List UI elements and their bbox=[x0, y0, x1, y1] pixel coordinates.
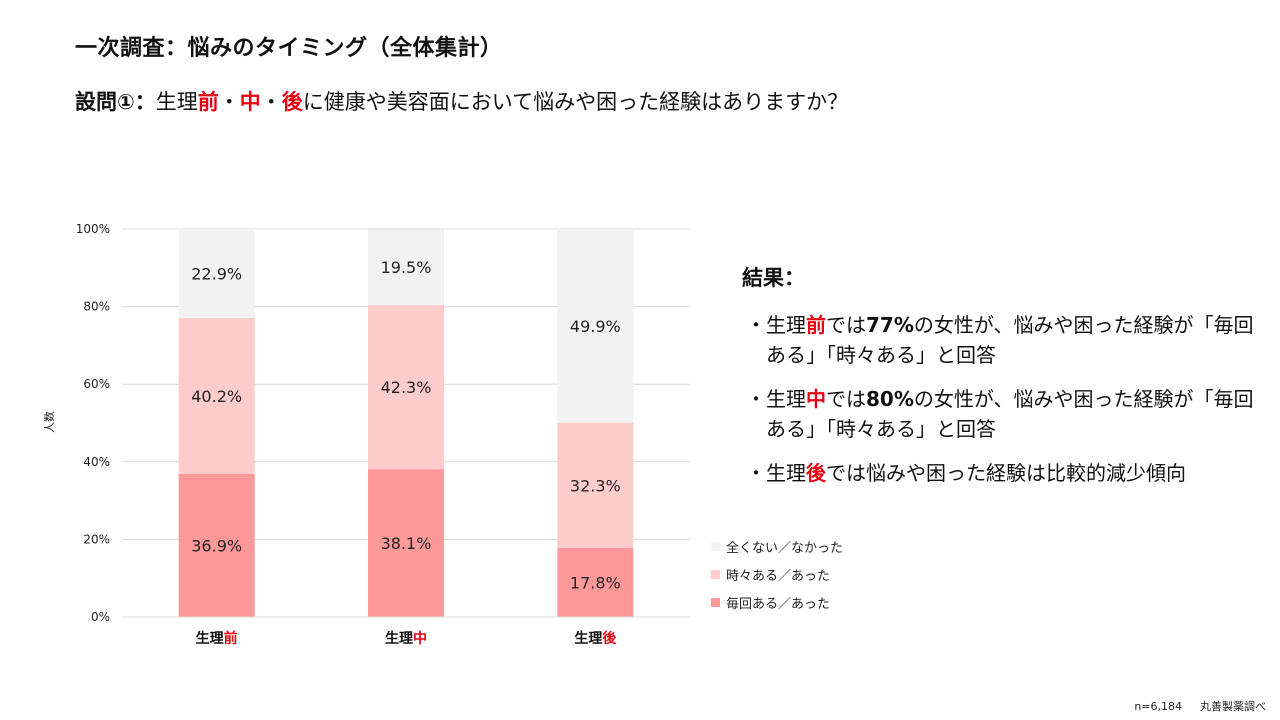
x-category-suffix: 前 bbox=[224, 630, 238, 647]
x-category-prefix: 生理 bbox=[385, 630, 413, 647]
y-tick-label: 40% bbox=[83, 455, 110, 469]
result-mid: では bbox=[826, 313, 866, 337]
x-category-label: 生理中 bbox=[385, 630, 427, 647]
x-category-prefix: 生理 bbox=[196, 630, 224, 647]
stacked-bar-chart: 0%20%40%60%80%100%人数36.9%40.2%22.9%生理前38… bbox=[43, 222, 690, 647]
sample-size: n=6,184 bbox=[1134, 700, 1182, 713]
bar-segment bbox=[557, 229, 634, 423]
result-text: の女性が、悩みや困った経験が「毎回ある」「時々ある」と回答 bbox=[766, 313, 1254, 367]
question-text: 設問①：生理前・中・後に健康や美容面において悩みや困った経験はありますか？ bbox=[75, 86, 848, 116]
bullet-icon: ・ bbox=[746, 461, 766, 485]
result-item: ・生理後では悩みや困った経験は比較的減少傾向 bbox=[742, 458, 1272, 488]
result-mid: では bbox=[826, 387, 866, 411]
y-tick-label: 20% bbox=[83, 532, 110, 546]
legend-item-sometimes: 時々ある／あった bbox=[711, 560, 843, 588]
bullet-icon: ・ bbox=[746, 387, 766, 411]
bar-segment bbox=[368, 229, 444, 306]
result-item: ・生理中では80%の女性が、悩みや困った経験が「毎回ある」「時々ある」と回答 bbox=[742, 384, 1272, 444]
bar-segment bbox=[178, 229, 255, 318]
bar-segment bbox=[368, 469, 444, 617]
legend-swatch bbox=[711, 569, 720, 579]
x-category-label: 生理前 bbox=[196, 630, 238, 647]
data-label: 40.2% bbox=[191, 387, 242, 406]
legend-item-never: 全くない／なかった bbox=[711, 532, 843, 560]
legend-label: 毎回ある／あった bbox=[726, 596, 831, 612]
y-tick-label: 100% bbox=[76, 222, 110, 236]
result-text: 悩みや困った経験は比較的減少傾向 bbox=[866, 461, 1186, 485]
data-label: 36.9% bbox=[191, 536, 242, 555]
data-label: 38.1% bbox=[381, 534, 432, 553]
chart-legend: 全くない／なかった 時々ある／あった 毎回ある／あった bbox=[711, 532, 843, 616]
result-prefix: 生理 bbox=[766, 387, 806, 411]
question-timing-after: 後 bbox=[281, 90, 303, 114]
x-category-label: 生理後 bbox=[574, 630, 617, 647]
result-item: ・生理前では77%の女性が、悩みや困った経験が「毎回ある」「時々ある」と回答 bbox=[742, 310, 1272, 370]
result-timing: 後 bbox=[806, 461, 826, 485]
bar-segment bbox=[178, 317, 255, 474]
data-label: 19.5% bbox=[381, 258, 432, 277]
bar-segment bbox=[178, 473, 255, 617]
data-label: 17.8% bbox=[570, 573, 621, 592]
result-timing: 前 bbox=[806, 313, 826, 337]
data-label: 22.9% bbox=[191, 264, 242, 283]
legend-label: 全くない／なかった bbox=[726, 540, 844, 556]
result-timing: 中 bbox=[806, 387, 826, 411]
bar-segment bbox=[557, 422, 634, 548]
x-category-suffix: 中 bbox=[413, 630, 427, 647]
question-lead: 設問①： bbox=[75, 90, 156, 114]
y-tick-label: 80% bbox=[83, 300, 110, 314]
bar-segment bbox=[368, 305, 444, 470]
question-prefix: 生理 bbox=[155, 90, 198, 114]
question-timing-during: 中 bbox=[239, 90, 261, 114]
page-title: 一次調査：悩みのタイミング（全体集計） bbox=[75, 36, 503, 61]
results-heading: 結果： bbox=[742, 266, 805, 290]
source-credit: 丸善製薬調べ bbox=[1200, 700, 1266, 713]
data-label: 42.3% bbox=[381, 378, 432, 397]
result-prefix: 生理 bbox=[766, 313, 806, 337]
bullet-icon: ・ bbox=[746, 313, 766, 337]
legend-item-always: 毎回ある／あった bbox=[711, 588, 843, 616]
y-tick-label: 60% bbox=[83, 377, 110, 391]
question-separator: ・ bbox=[218, 90, 240, 114]
question-separator: ・ bbox=[260, 90, 282, 114]
data-label: 32.3% bbox=[570, 476, 621, 495]
result-percentage: 80% bbox=[866, 387, 914, 411]
legend-swatch bbox=[711, 597, 720, 607]
legend-swatch bbox=[711, 541, 720, 551]
results-list: ・生理前では77%の女性が、悩みや困った経験が「毎回ある」「時々ある」と回答 ・… bbox=[742, 310, 1272, 488]
result-mid: では bbox=[826, 461, 866, 485]
data-label: 49.9% bbox=[570, 317, 621, 336]
question-timing-before: 前 bbox=[197, 90, 219, 114]
result-text: の女性が、悩みや困った経験が「毎回ある」「時々ある」と回答 bbox=[766, 387, 1254, 441]
footnote: n=6,184 丸善製薬調べ bbox=[1134, 698, 1266, 714]
result-percentage: 77% bbox=[866, 313, 914, 337]
results-panel: 結果： ・生理前では77%の女性が、悩みや困った経験が「毎回ある」「時々ある」と… bbox=[742, 262, 1272, 502]
legend-label: 時々ある／あった bbox=[726, 568, 831, 584]
x-category-suffix: 後 bbox=[602, 630, 617, 647]
x-category-prefix: 生理 bbox=[574, 630, 602, 647]
y-axis-label: 人数 bbox=[43, 411, 56, 433]
result-prefix: 生理 bbox=[766, 461, 806, 485]
question-tail: に健康や美容面において悩みや困った経験はありますか？ bbox=[302, 90, 849, 114]
bar-segment bbox=[557, 547, 634, 617]
y-tick-label: 0% bbox=[91, 610, 110, 624]
